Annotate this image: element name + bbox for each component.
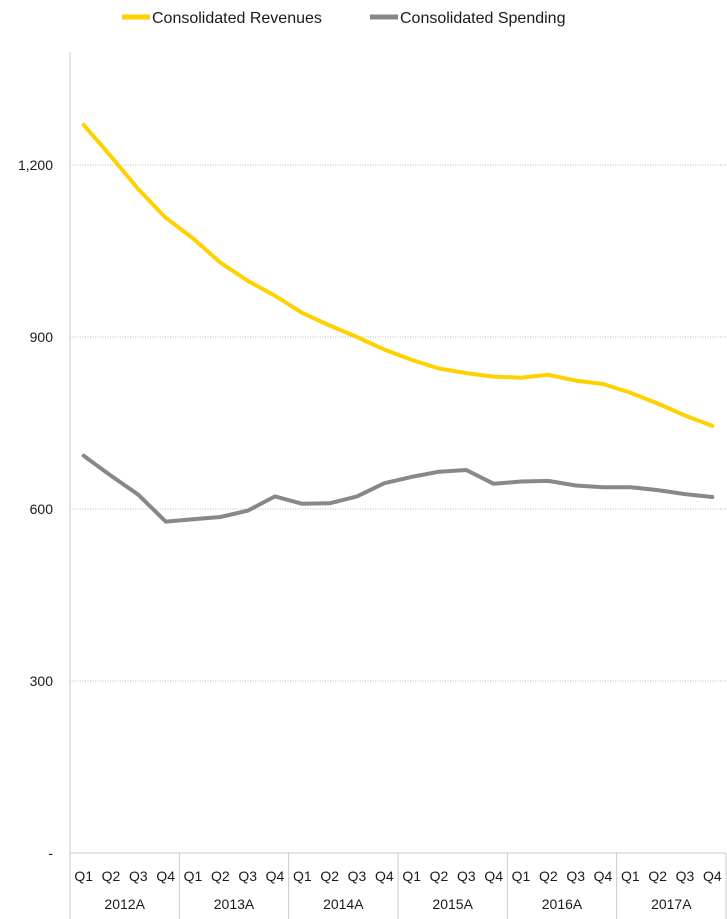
axes [69,52,727,919]
x-tick-label: Q4 [266,868,285,884]
x-tick-label: Q1 [402,868,421,884]
y-tick-label: 1,200 [18,157,53,173]
x-tick-label: Q2 [320,868,339,884]
x-tick-label: Q4 [703,868,722,884]
x-tick-label: Q3 [457,868,476,884]
series-line-spending [81,453,715,524]
x-tick-label: Q4 [594,868,613,884]
x-tick-label: Q4 [484,868,503,884]
x-tick-label: Q3 [348,868,367,884]
x-tick-label: Q2 [648,868,667,884]
x-group-label: 2014A [323,896,364,912]
x-tick-label: Q2 [102,868,121,884]
y-tick-label: 300 [30,673,54,689]
x-tick-label: Q2 [430,868,449,884]
x-tick-label: Q4 [375,868,394,884]
legend-label: Consolidated Spending [400,10,565,27]
x-tick-label: Q3 [566,868,585,884]
x-tick-label: Q3 [129,868,148,884]
x-group-label: 2012A [104,896,145,912]
x-tick-label: Q3 [676,868,695,884]
legend-label: Consolidated Revenues [152,10,322,27]
x-tick-label: Q1 [621,868,640,884]
x-group-label: 2013A [214,896,255,912]
x-tick-label: Q3 [238,868,257,884]
x-group-label: 2017A [651,896,692,912]
series-line-revenues [81,122,715,428]
y-tick-label: 900 [30,329,54,345]
x-tick-label: Q2 [211,868,230,884]
x-group-label: 2016A [542,896,583,912]
y-tick-label: 600 [30,501,54,517]
x-tick-label: Q1 [512,868,531,884]
y-tick-label: - [48,845,53,861]
x-tick-label: Q1 [293,868,312,884]
x-axis-labels: 2012A 2013A 2014A 2015A 2016A 2017A Q1 Q2 Q3 Q4 Q1… [74,868,722,912]
x-tick-label: Q1 [184,868,203,884]
x-group-label: 2015A [432,896,473,912]
series-layer [81,122,715,524]
x-tick-label: Q2 [539,868,558,884]
x-tick-label: Q1 [74,868,93,884]
x-tick-label: Q4 [156,868,175,884]
gridlines [70,164,726,682]
legend: Consolidated Revenues Consolidated Spendi… [122,10,565,27]
y-axis-labels: - 300 600 900 1,200 [18,157,53,861]
